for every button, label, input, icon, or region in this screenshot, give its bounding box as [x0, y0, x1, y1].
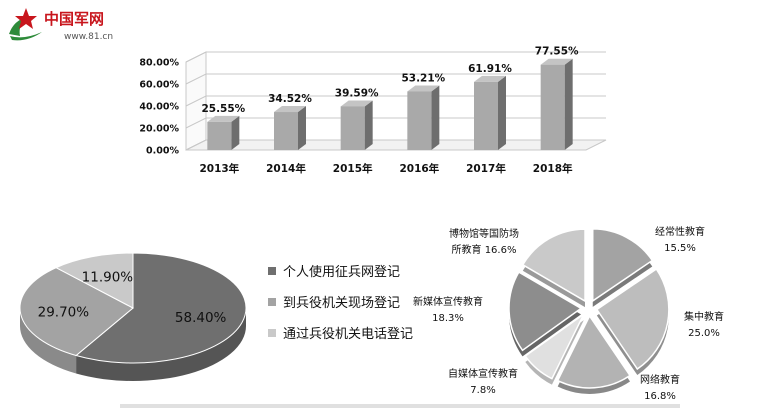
- y-tick-label: 40.00%: [139, 102, 179, 113]
- pie-category-label: 博物馆等国防场: [449, 227, 519, 240]
- bar-top: [407, 85, 440, 92]
- pie-slice: [595, 267, 670, 371]
- legend-label: 通过兵役机关电话登记: [283, 327, 413, 342]
- x-tick-label: 2018年: [533, 162, 573, 175]
- pie-slice: [75, 252, 247, 364]
- y-gridline: [185, 139, 606, 151]
- bar-top: [340, 100, 373, 107]
- y-gridline: [185, 51, 606, 63]
- y-tick-label: 20.00%: [139, 124, 179, 135]
- pie-data-label: 25.0%: [688, 328, 720, 339]
- pie-slice: [524, 313, 585, 380]
- bar-side: [298, 106, 306, 150]
- x-tick-label: 2017年: [466, 162, 506, 175]
- y-tick-label: 80.00%: [139, 58, 179, 69]
- bar-top: [474, 75, 506, 82]
- bar: [407, 91, 432, 150]
- x-tick-label: 2013年: [199, 162, 239, 175]
- bar: [274, 112, 298, 150]
- legend-swatch: [268, 298, 276, 306]
- pie-slice: [521, 228, 586, 303]
- pie-slice: [508, 271, 583, 352]
- pie-data-label: 16.8%: [644, 391, 676, 402]
- legend-swatch: [268, 267, 276, 275]
- pie-data-label: 29.70%: [38, 305, 90, 321]
- bar-side: [231, 115, 240, 150]
- pie-category-label: 集中教育: [684, 310, 724, 323]
- bar-side: [498, 75, 506, 150]
- pie-slice-side: [19, 308, 77, 374]
- legend-label: 到兵役机关现场登记: [283, 296, 400, 311]
- legend-label: 个人使用征兵网登记: [283, 264, 400, 280]
- y-gridline: [185, 95, 606, 107]
- y-tick-label: 0.00%: [146, 146, 179, 157]
- pie-data-label: 11.90%: [82, 269, 134, 285]
- pie-slice: [19, 267, 134, 357]
- bar-chart: 0.00% 20.00% 40.00% 60.00% 80.00% 25.55% 2013年…: [139, 46, 607, 175]
- bar-side: [364, 100, 373, 150]
- registration-pie-chart: 58.40% 29.70% 11.90%: [19, 252, 247, 381]
- bar-top: [540, 58, 573, 65]
- pie-category-label: 经常性教育: [655, 225, 705, 238]
- x-tick-label: 2014年: [266, 162, 306, 175]
- pie-category-label: 网络教育: [640, 373, 680, 386]
- y-tick-label: 60.00%: [139, 80, 179, 91]
- bar-data-label: 39.59%: [335, 87, 379, 99]
- education-pie-chart: 经常性教育 15.5% 集中教育 25.0% 网络教育 16.8% 自媒体宣传教育 7.8% 新…: [413, 225, 724, 402]
- pie-slice: [55, 252, 134, 309]
- bar-side: [564, 58, 573, 150]
- star-icon: [15, 8, 37, 29]
- bar: [207, 121, 232, 150]
- x-tick-label: 2016年: [399, 162, 439, 175]
- bar-data-label: 77.55%: [535, 46, 579, 58]
- y-gridline: [185, 73, 606, 85]
- bar-data-label: 61.91%: [468, 63, 512, 75]
- pie-data-label: 18.3%: [432, 313, 464, 324]
- legend-swatch: [268, 329, 276, 337]
- pie-category-label: 自媒体宣传教育: [448, 367, 518, 380]
- logo-brand: 中国军网: [44, 10, 104, 28]
- bar-data-label: 53.21%: [401, 72, 445, 84]
- bar-data-label: 25.55%: [201, 103, 245, 115]
- bar-top: [274, 106, 306, 113]
- pie-category-label: 新媒体宣传教育: [413, 295, 483, 308]
- pie-slice: [556, 314, 632, 389]
- pie-category-label: 所教育 16.6%: [452, 243, 517, 256]
- logo-emblem: 中国军网 www.81.cn: [9, 8, 113, 42]
- pie-data-label: 58.40%: [175, 310, 227, 326]
- bar: [540, 64, 565, 150]
- bar: [474, 81, 498, 150]
- y-gridline: [185, 117, 606, 129]
- pie-data-label: 7.8%: [470, 385, 495, 396]
- bar: [340, 106, 365, 150]
- bottom-rule: [120, 404, 680, 408]
- pie-data-label: 15.5%: [664, 243, 696, 254]
- logo: 中国军网 www.81.cn: [4, 4, 154, 44]
- bar-data-label: 34.52%: [268, 93, 312, 105]
- logo-site: www.81.cn: [64, 32, 113, 42]
- bar-side: [431, 85, 440, 150]
- bar-top: [207, 115, 240, 122]
- x-tick-label: 2015年: [333, 162, 373, 175]
- pie-slice: [591, 228, 654, 303]
